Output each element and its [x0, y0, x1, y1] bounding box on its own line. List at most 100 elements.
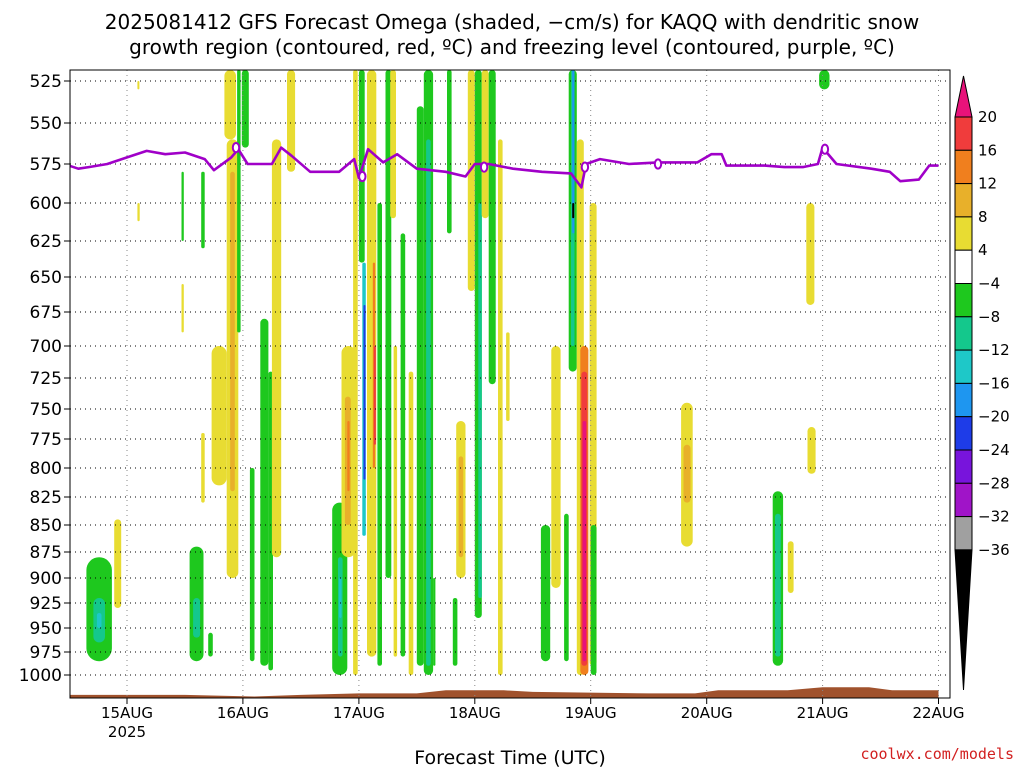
omega-region	[540, 525, 551, 662]
y-tick-label: 750	[30, 400, 62, 420]
colorbar-top-arrow	[954, 75, 973, 118]
omega-region	[271, 139, 282, 558]
colorbar-label: 20	[978, 108, 997, 126]
omega-region	[201, 433, 205, 503]
omega-region	[478, 203, 482, 598]
y-tick-label: 550	[30, 114, 62, 134]
omega-region	[224, 70, 236, 140]
omega-region	[806, 203, 815, 305]
credit-link[interactable]: coolwx.com/models	[860, 745, 1014, 763]
omega-region	[201, 171, 205, 249]
freezing-level-label	[820, 143, 830, 155]
omega-region	[287, 70, 296, 172]
omega-region	[819, 70, 830, 90]
colorbar-bin	[954, 416, 973, 451]
y-tick-label: 950	[30, 619, 62, 639]
omega-region	[400, 233, 406, 657]
omega-region	[458, 456, 464, 558]
y-tick-label: 850	[30, 516, 62, 536]
freezing-level-label	[479, 161, 489, 173]
y-tick-label: 625	[30, 232, 62, 252]
omega-region	[137, 203, 140, 222]
y-tick-label: 700	[30, 337, 62, 357]
y-tick-label: 825	[30, 488, 62, 508]
omega-region	[590, 525, 597, 675]
omega-region	[353, 70, 358, 675]
omega-region	[377, 203, 382, 666]
chart-title-line-1: 2025081412 GFS Forecast Omega (shaded, −…	[105, 10, 919, 34]
omega-region	[807, 427, 816, 474]
colorbar-label: −16	[978, 374, 1010, 392]
omega-region	[181, 284, 184, 333]
omega-region	[249, 468, 255, 662]
colorbar-bin	[954, 349, 973, 384]
y-tick-label: 775	[30, 430, 62, 450]
x-tick-label: 18AUG	[449, 704, 501, 722]
colorbar-bin	[954, 516, 973, 551]
omega-region	[363, 305, 366, 480]
colorbar-label: −4	[978, 275, 1000, 293]
y-tick-label: 875	[30, 543, 62, 563]
omega-region	[582, 421, 587, 662]
y-tick-label: 575	[30, 155, 62, 175]
omega-region	[373, 346, 376, 445]
y-tick-label: 1000	[19, 666, 62, 686]
colorbar-bin	[954, 149, 973, 185]
colorbar-label: −8	[978, 308, 1000, 326]
omega-region	[193, 598, 201, 638]
x-tick-year-label: 2025	[108, 723, 146, 741]
omega-shading	[86, 70, 830, 675]
omega-region	[237, 70, 241, 333]
colorbar-bin	[954, 482, 973, 518]
omega-region	[230, 171, 235, 492]
freezing-level-label	[580, 161, 590, 173]
y-tick-label: 675	[30, 303, 62, 323]
omega-region	[408, 371, 414, 675]
omega-region	[775, 513, 781, 657]
omega-region	[367, 70, 377, 657]
x-axis-label: Forecast Time (UTC)	[414, 747, 605, 768]
colorbar-label: −32	[978, 508, 1010, 526]
omega-region	[506, 332, 510, 421]
x-tick-label: 16AUG	[217, 704, 269, 722]
omega-region	[211, 346, 227, 486]
x-tick-label: 17AUG	[333, 704, 385, 722]
omega-region	[564, 513, 569, 662]
y-tick-label: 600	[30, 194, 62, 214]
colorbar-label: 12	[978, 175, 997, 193]
y-tick-label: 925	[30, 594, 62, 614]
omega-region	[393, 346, 398, 657]
omega-region	[137, 81, 140, 90]
colorbar-label: −24	[978, 441, 1010, 459]
colorbar-bottom-arrow	[954, 549, 973, 691]
omega-region	[452, 598, 458, 666]
omega-region	[683, 444, 691, 503]
x-tick-label: 19AUG	[565, 704, 617, 722]
plot-grid	[70, 70, 950, 698]
x-tick-label: 22AUG	[913, 704, 965, 722]
freezing-level-line	[70, 146, 939, 189]
y-tick-label: 725	[30, 369, 62, 389]
plot-frame	[69, 69, 951, 699]
x-tick-label: 15AUG	[101, 704, 153, 722]
omega-region	[416, 106, 424, 666]
colorbar-label: −28	[978, 474, 1010, 492]
y-tick-label: 800	[30, 459, 62, 479]
omega-region	[241, 70, 249, 148]
freezing-level-label	[653, 158, 663, 170]
colorbar-bin	[954, 216, 973, 251]
ground-terrain	[70, 687, 939, 698]
omega-region	[208, 632, 213, 657]
omega-region	[481, 70, 489, 219]
y-axis-ticks: 525 550 575 600 625 650 675 700 725 750 775 800 825 8…	[19, 72, 70, 686]
colorbar-bin	[954, 249, 973, 284]
y-tick-label: 900	[30, 569, 62, 589]
y-tick-label: 975	[30, 643, 62, 663]
chart-title-line-2: growth region (contoured, red, ºC) and f…	[129, 35, 895, 59]
omega-region	[447, 70, 452, 234]
y-tick-label: 525	[30, 72, 62, 92]
omega-region	[260, 318, 269, 666]
omega-region	[385, 70, 392, 578]
